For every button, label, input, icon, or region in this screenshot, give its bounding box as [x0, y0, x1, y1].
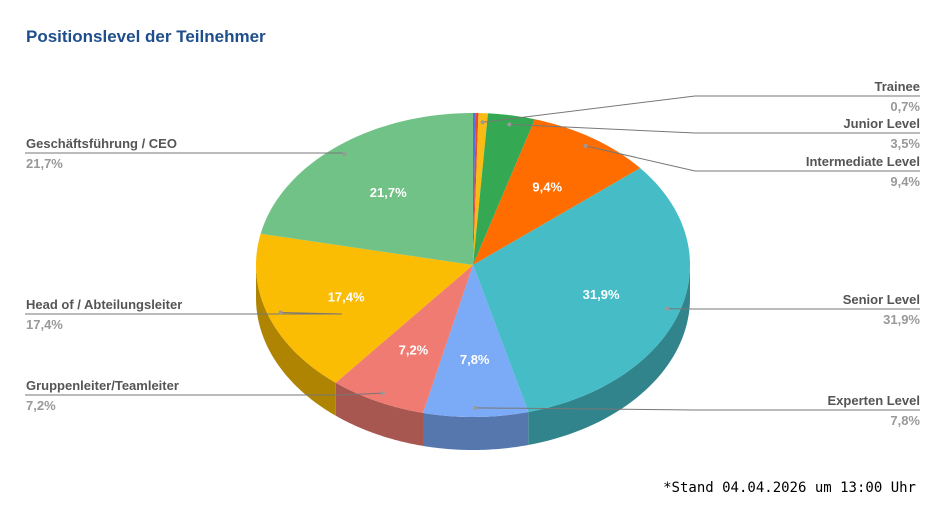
leader-line	[25, 312, 343, 315]
legend-label: Gruppenleiter/Teamleiter	[26, 378, 179, 393]
legend-label: Senior Level	[843, 292, 920, 307]
pie-slice-junior-level	[473, 113, 535, 265]
legend-value: 31,9%	[883, 312, 920, 327]
leader-line	[475, 407, 920, 411]
legend-label: Head of / Abteilungsleiter	[26, 297, 182, 312]
legend-label: Trainee	[874, 79, 920, 94]
leader-dot	[278, 310, 283, 315]
pie-slice-gesch-ftsf-hrung-ceo	[260, 113, 473, 265]
pie-slice-trainee	[473, 113, 488, 265]
leader-dot	[665, 306, 670, 311]
slice-value-label: 7,8%	[460, 352, 490, 367]
leader-dot	[342, 152, 347, 157]
legend-value: 7,8%	[890, 413, 920, 428]
leader-dot	[473, 405, 478, 410]
legend-value: 7,2%	[26, 398, 56, 413]
leader-line	[509, 123, 920, 134]
leader-dot	[480, 120, 485, 125]
slice-value-label: 17,4%	[328, 289, 365, 304]
pie-side-7	[335, 382, 424, 446]
pie-slice-unlabeled-1	[473, 113, 479, 266]
leader-dot	[380, 391, 385, 396]
legend-label: Intermediate Level	[806, 154, 920, 169]
legend-value: 0,7%	[890, 99, 920, 114]
legend-label: Junior Level	[843, 116, 920, 131]
leader-line	[25, 152, 345, 155]
legend-label: Experten Level	[828, 393, 921, 408]
footnote: *Stand 04.04.2026 um 13:00 Uhr	[663, 480, 916, 496]
pie-slice-unlabeled-0	[473, 113, 476, 265]
legend-value: 21,7%	[26, 156, 63, 171]
leader-dot	[507, 122, 512, 127]
legend-value: 17,4%	[26, 317, 63, 332]
leader-dot	[583, 143, 588, 148]
pie-side-6	[423, 411, 529, 450]
chart-title: Positionslevel der Teilnehmer	[26, 27, 266, 46]
legend-value: 3,5%	[890, 136, 920, 151]
leader-line	[585, 145, 920, 172]
pie-side-8	[256, 265, 336, 416]
leader-line	[25, 392, 383, 396]
slice-value-label: 21,7%	[370, 185, 407, 200]
pie-slice-experten-level	[423, 265, 529, 417]
slice-value-label: 31,9%	[583, 287, 620, 302]
slice-value-label: 7,2%	[399, 342, 429, 357]
leader-line	[482, 95, 920, 123]
pie-slice-senior-level	[473, 168, 690, 412]
pie-slice-gruppenleiter-teamleiter	[335, 265, 473, 413]
pie-slice-head-of-abteilungsleiter	[256, 233, 473, 383]
pie-slice-intermediate-level	[473, 119, 641, 265]
slice-value-label: 9,4%	[532, 179, 562, 194]
legend-label: Geschäftsführung / CEO	[26, 136, 177, 151]
legend-value: 9,4%	[890, 174, 920, 189]
